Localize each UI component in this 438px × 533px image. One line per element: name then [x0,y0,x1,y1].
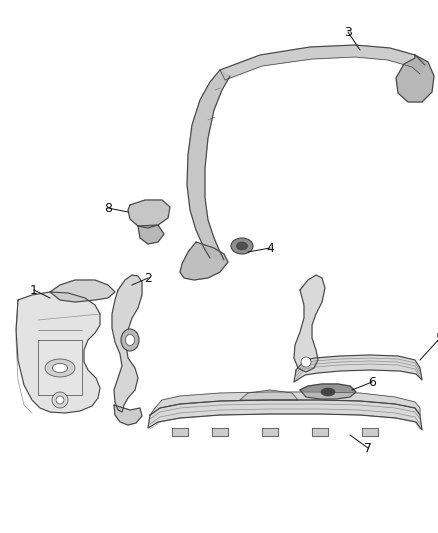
Text: 8: 8 [104,201,112,214]
Polygon shape [212,428,228,436]
Text: 3: 3 [344,26,352,38]
Ellipse shape [45,359,75,377]
Ellipse shape [231,238,253,254]
Ellipse shape [126,335,134,345]
Ellipse shape [321,388,335,396]
Polygon shape [262,428,278,436]
Polygon shape [187,70,230,260]
Polygon shape [172,428,188,436]
Polygon shape [240,390,298,400]
Polygon shape [112,275,142,412]
Ellipse shape [53,364,67,373]
Polygon shape [294,275,325,372]
Text: 6: 6 [368,376,376,389]
Polygon shape [312,428,328,436]
Text: 1: 1 [30,284,38,296]
Polygon shape [50,280,115,302]
Polygon shape [16,292,100,413]
Polygon shape [396,55,434,102]
Polygon shape [300,384,356,399]
Circle shape [52,392,68,408]
Text: 5: 5 [436,332,438,344]
Polygon shape [220,45,425,80]
Text: 4: 4 [266,241,274,254]
Circle shape [301,357,311,367]
Polygon shape [150,392,420,415]
Circle shape [56,396,64,404]
Polygon shape [38,340,82,395]
Polygon shape [128,200,170,228]
Polygon shape [294,355,422,382]
Polygon shape [114,405,142,425]
Ellipse shape [121,329,139,351]
Text: 2: 2 [144,271,152,285]
Ellipse shape [237,242,247,250]
Text: 7: 7 [364,441,372,455]
Polygon shape [362,428,378,436]
Polygon shape [148,400,422,430]
Polygon shape [180,242,228,280]
Polygon shape [138,225,164,244]
